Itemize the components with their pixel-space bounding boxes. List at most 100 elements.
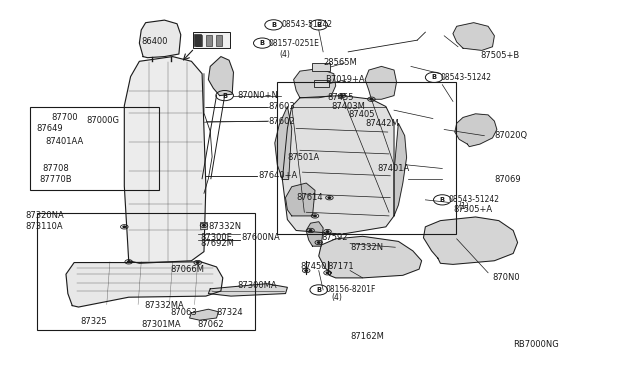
Bar [193,32,230,48]
Text: 87063: 87063 [171,308,198,317]
Text: (4): (4) [279,49,290,58]
Polygon shape [66,262,223,307]
Text: 87442M: 87442M [365,119,399,128]
Text: 87455: 87455 [328,93,354,102]
Text: (1): (1) [458,202,468,211]
Text: 87505+A: 87505+A [453,205,492,214]
Bar [200,222,207,229]
Text: B: B [431,74,436,80]
Text: 87320NA: 87320NA [25,211,64,220]
Bar [36,214,255,330]
Bar [206,35,212,46]
Text: 87708: 87708 [43,164,70,173]
Text: 87405: 87405 [348,110,375,119]
Text: 87692M: 87692M [201,239,235,248]
Circle shape [203,225,205,226]
Circle shape [123,226,125,228]
Text: 87700: 87700 [52,113,78,122]
Bar [194,34,202,46]
Circle shape [127,261,130,263]
Text: B: B [440,197,445,203]
Text: 87171: 87171 [328,262,354,272]
Circle shape [317,242,320,243]
Polygon shape [209,57,234,96]
Text: 87332N: 87332N [209,222,241,231]
Text: 87301MA: 87301MA [141,320,181,329]
Circle shape [326,272,329,273]
Text: 87592: 87592 [321,233,348,242]
Text: 87649: 87649 [36,124,63,133]
Polygon shape [394,123,406,216]
Polygon shape [424,217,518,264]
Text: 87020Q: 87020Q [494,131,527,140]
Text: 87325: 87325 [81,317,107,326]
Text: 87332N: 87332N [350,243,383,252]
Text: 87162M: 87162M [350,332,384,341]
Text: B7019+A: B7019+A [325,75,365,84]
Text: 86400: 86400 [141,38,168,46]
Text: 08156-8201F: 08156-8201F [325,285,376,294]
Bar [312,63,330,71]
Polygon shape [306,222,323,246]
Text: 87300MA: 87300MA [237,280,277,290]
Circle shape [305,270,307,271]
Polygon shape [453,23,494,50]
Polygon shape [455,114,497,147]
Circle shape [314,215,316,217]
Polygon shape [282,96,394,234]
Circle shape [196,262,199,263]
Text: 08543-51242: 08543-51242 [281,20,332,29]
Text: 87000G: 87000G [86,116,120,125]
Text: 87614: 87614 [296,193,323,202]
Text: B: B [260,40,265,46]
Circle shape [340,95,343,96]
Polygon shape [294,68,336,98]
Text: 08157-0251E: 08157-0251E [269,39,319,48]
Bar [314,80,330,87]
Polygon shape [275,106,292,179]
Circle shape [370,99,372,100]
Bar [277,82,456,234]
Bar [196,35,202,46]
Polygon shape [140,20,180,58]
Text: B: B [271,22,276,28]
Text: 87066M: 87066M [171,264,205,274]
Text: 870N0+N: 870N0+N [237,91,278,100]
Text: 87602: 87602 [269,116,295,126]
Bar [30,107,159,190]
Circle shape [326,231,329,232]
Text: 08543-51242: 08543-51242 [440,73,492,82]
Text: 87403M: 87403M [332,102,365,111]
Text: B: B [222,93,227,99]
Text: 87600NA: 87600NA [242,233,280,242]
Text: RB7000NG: RB7000NG [513,340,559,349]
Text: (4): (4) [332,293,342,302]
Text: B: B [316,22,321,28]
Text: 87450: 87450 [300,262,326,272]
Polygon shape [365,67,397,99]
Text: B: B [316,287,321,293]
Polygon shape [319,236,422,278]
Polygon shape [285,183,315,216]
Text: 87401AA: 87401AA [45,137,84,146]
Text: 87062: 87062 [198,320,225,329]
Text: 87603: 87603 [269,102,295,111]
Polygon shape [189,309,218,320]
Text: 87640+A: 87640+A [259,171,298,180]
Text: 28565M: 28565M [323,58,357,67]
Text: 87332MA: 87332MA [145,301,184,310]
Text: 87300E: 87300E [201,233,233,242]
Text: 87324: 87324 [216,308,243,317]
Text: 87501A: 87501A [287,153,319,162]
Text: 873110A: 873110A [25,222,63,231]
Polygon shape [124,57,206,263]
Polygon shape [209,284,287,296]
Text: 08543-51242: 08543-51242 [449,195,500,204]
Text: 87401A: 87401A [378,164,410,173]
Text: 87069: 87069 [494,175,521,184]
Circle shape [309,230,312,231]
Text: 87505+B: 87505+B [480,51,519,60]
Bar [216,35,222,46]
Circle shape [328,197,331,198]
Text: 87770B: 87770B [39,175,72,184]
